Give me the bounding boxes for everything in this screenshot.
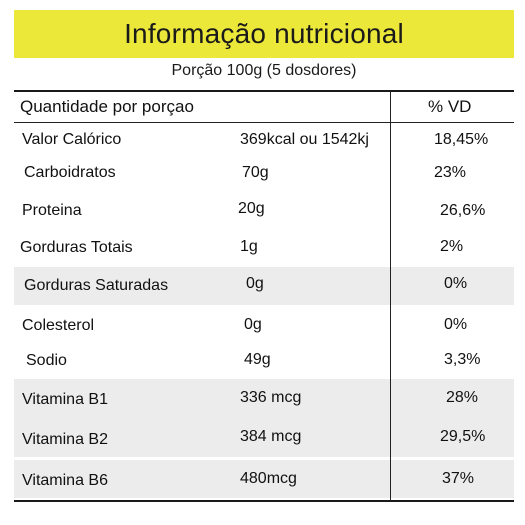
nutrient-vd: 3,3% [444, 351, 481, 368]
table-row-vitamina-b6: Vitamina B6 480mcg 37% [14, 460, 514, 498]
page-title: Informação nutricional [124, 18, 404, 49]
table-row-vitamina-b1: Vitamina B1 336 mcg 28% [14, 379, 514, 417]
nutrient-amount: 369kcal ou 1542kj [240, 131, 369, 148]
nutrition-table: Quantidade por porçao % VD Valor Calóric… [14, 90, 514, 502]
table-header-row: Quantidade por porçao % VD [14, 92, 514, 123]
nutrient-vd: 37% [442, 470, 475, 487]
nutrient-name: Valor Calórico [22, 131, 122, 148]
nutrient-vd: 28% [446, 389, 479, 406]
nutrient-amount: 0g [244, 316, 262, 333]
nutrient-vd: 2% [440, 238, 464, 255]
nutrient-name: Carboidratos [24, 164, 116, 181]
portion-subtitle: Porção 100g (5 dosdores) [171, 62, 357, 79]
nutrient-amount: 1g [240, 238, 258, 255]
nutrient-vd: 0% [444, 275, 468, 292]
nutrient-vd: 26,6% [440, 202, 486, 219]
nutrient-amount: 70g [242, 164, 269, 181]
nutrient-name: Gorduras Totais [20, 239, 133, 256]
table-row-colesterol: Colesterol 0g 0% [14, 305, 514, 343]
nutrient-amount: 49g [244, 351, 271, 368]
nutrient-amount: 20g [238, 200, 265, 217]
table-row-gorduras-saturadas: Gorduras Saturadas 0g 0% [14, 267, 514, 305]
table-row-carboidratos: Carboidratos 70g 23% [14, 157, 514, 193]
nutrient-vd: 18,45% [434, 131, 489, 148]
nutrient-vd: 0% [444, 316, 468, 333]
column-header-nutrient: Quantidade por porçao [20, 97, 194, 116]
nutrient-name: Colesterol [22, 317, 95, 334]
table-row-vitamina-b2: Vitamina B2 384 mcg 29,5% [14, 417, 514, 457]
nutrient-name: Vitamina B2 [22, 431, 108, 448]
title-banner: Informação nutricional [14, 10, 514, 58]
nutrient-name: Proteina [22, 202, 82, 219]
table-row-gorduras-totais: Gorduras Totais 1g 2% [14, 231, 514, 267]
table-row-sodio: Sodio 49g 3,3% [14, 343, 514, 379]
nutrient-amount: 336 mcg [240, 389, 302, 406]
nutrient-vd: 29,5% [440, 428, 486, 445]
table-row-valor-calorico: Valor Calórico 369kcal ou 1542kj 18,45% [14, 123, 514, 157]
nutrient-amount: 0g [246, 275, 264, 292]
table-row-proteina: Proteina 20g 26,6% [14, 193, 514, 231]
nutrient-name: Sodio [26, 352, 67, 369]
nutrient-amount: 384 mcg [240, 428, 302, 445]
column-header-vd: % VD [428, 97, 472, 116]
nutrient-name: Gorduras Saturadas [24, 277, 169, 294]
nutrient-name: Vitamina B1 [22, 391, 108, 408]
column-divider [390, 92, 391, 500]
nutrient-name: Vitamina B6 [22, 472, 108, 489]
nutrient-vd: 23% [434, 164, 467, 181]
nutrient-amount: 480mcg [240, 470, 297, 487]
